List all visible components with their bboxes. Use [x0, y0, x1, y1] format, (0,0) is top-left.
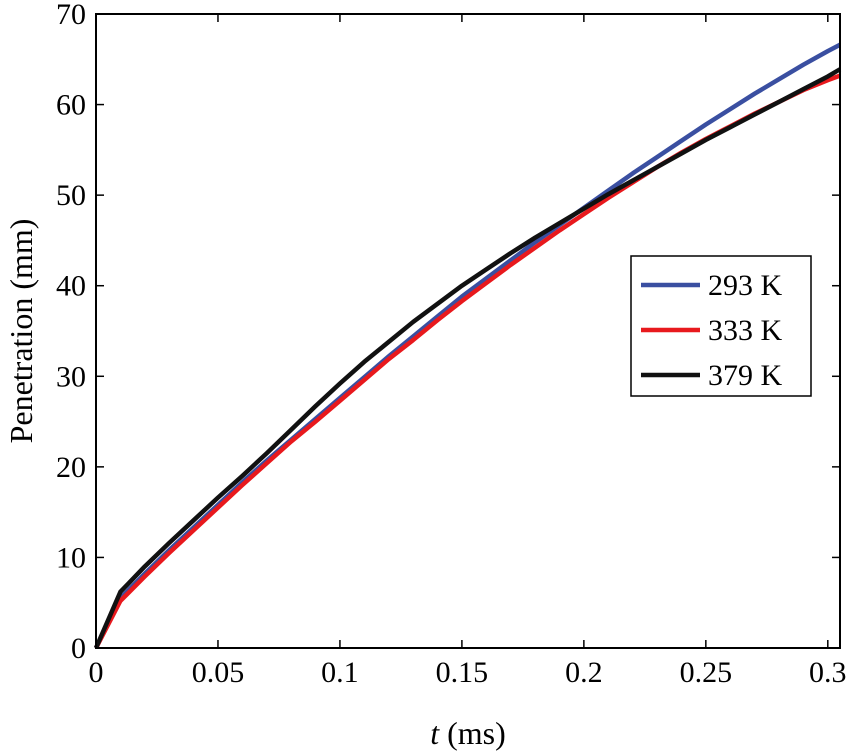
legend-box	[630, 255, 812, 397]
y-tick-label: 0	[71, 632, 86, 665]
legend-label-2: 379 K	[708, 359, 783, 392]
plot-frame	[95, 13, 841, 649]
y-tick-label: 60	[56, 89, 86, 122]
legend: 293 K 333 K 379 K	[630, 255, 812, 397]
x-axis-ticks: 0 0.05 0.1 0.15 0.2 0.25 0.3	[89, 14, 847, 689]
legend-label-0: 293 K	[708, 269, 783, 302]
y-tick-label: 30	[56, 360, 86, 393]
y-tick-label: 50	[56, 179, 86, 212]
y-tick-label: 70	[56, 0, 86, 31]
x-tick-label: 0	[89, 656, 104, 689]
x-tick-label: 0.1	[321, 656, 359, 689]
x-axis-label: t (ms)	[430, 715, 506, 751]
series-line-2	[93, 67, 842, 649]
y-axis-ticks: 0 10 20 30 40 50 60 70	[56, 0, 840, 665]
y-tick-label: 10	[56, 541, 86, 574]
y-axis-label: Penetration (mm)	[3, 219, 39, 444]
y-tick-label: 20	[56, 451, 86, 484]
legend-label-1: 333 K	[708, 314, 783, 347]
x-tick-label: 0.2	[565, 656, 603, 689]
x-tick-label: 0.05	[192, 656, 245, 689]
x-tick-label: 0.25	[680, 656, 733, 689]
x-tick-label: 0.15	[436, 656, 489, 689]
y-tick-label: 40	[56, 270, 86, 303]
plot-lines	[93, 42, 842, 650]
x-tick-label: 0.3	[809, 656, 847, 689]
